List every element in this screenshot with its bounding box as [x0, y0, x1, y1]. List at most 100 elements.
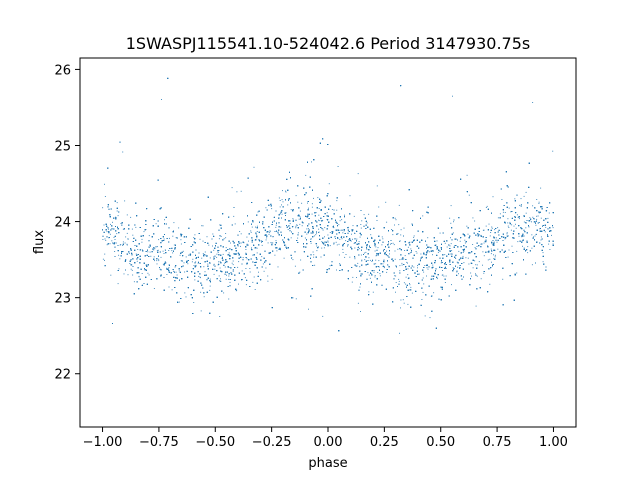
- data-point: [105, 239, 107, 241]
- data-point: [120, 244, 122, 245]
- data-point: [451, 284, 452, 286]
- data-point: [171, 289, 173, 291]
- data-point: [135, 226, 137, 228]
- data-point: [474, 260, 476, 262]
- data-point: [226, 274, 227, 276]
- data-point: [451, 250, 453, 252]
- data-point: [531, 221, 532, 223]
- data-point: [398, 278, 400, 280]
- data-point: [240, 245, 241, 247]
- data-point: [156, 263, 158, 265]
- data-point: [375, 246, 377, 248]
- data-point: [538, 203, 540, 204]
- data-point: [428, 251, 430, 253]
- data-point: [392, 258, 394, 260]
- data-point: [424, 265, 426, 266]
- data-point: [535, 224, 537, 226]
- data-point: [299, 216, 301, 218]
- data-point: [450, 243, 452, 245]
- data-point: [336, 244, 338, 246]
- data-point: [537, 215, 539, 217]
- data-point: [531, 264, 533, 266]
- data-point: [180, 260, 182, 262]
- data-point: [377, 247, 379, 249]
- data-point: [236, 289, 238, 291]
- data-point: [349, 256, 351, 258]
- data-point: [220, 280, 222, 282]
- data-point: [138, 272, 140, 274]
- data-point: [321, 247, 323, 249]
- data-point: [267, 280, 269, 282]
- data-point: [246, 258, 248, 260]
- data-point: [131, 269, 133, 271]
- data-point: [386, 250, 387, 252]
- data-point: [385, 201, 387, 203]
- data-point: [269, 230, 271, 232]
- data-point: [266, 237, 268, 239]
- data-point: [323, 241, 325, 243]
- data-point: [455, 258, 457, 259]
- data-point: [250, 230, 252, 232]
- data-point: [540, 236, 542, 238]
- data-point: [427, 237, 429, 239]
- data-point: [203, 296, 205, 298]
- data-point: [400, 234, 402, 236]
- data-point: [432, 254, 433, 256]
- data-point: [135, 253, 137, 255]
- data-point: [287, 229, 289, 230]
- data-point: [246, 243, 248, 245]
- data-point: [382, 263, 384, 265]
- data-point: [399, 240, 400, 242]
- data-point: [320, 256, 322, 258]
- data-point: [209, 278, 211, 280]
- data-point: [145, 229, 147, 230]
- data-point: [449, 245, 451, 247]
- data-point: [383, 267, 385, 269]
- data-point: [245, 249, 247, 250]
- data-point: [518, 235, 520, 237]
- data-point: [324, 236, 325, 238]
- data-point: [426, 267, 428, 269]
- data-point: [538, 201, 540, 203]
- data-point: [193, 237, 195, 239]
- data-point: [169, 237, 170, 239]
- data-point: [444, 242, 446, 244]
- data-point: [256, 231, 258, 232]
- data-point: [536, 215, 538, 217]
- data-point: [519, 204, 521, 206]
- data-point: [213, 264, 215, 266]
- data-point: [225, 237, 227, 239]
- data-point: [206, 255, 208, 257]
- data-point: [485, 207, 487, 208]
- data-point: [376, 254, 378, 256]
- data-point: [368, 274, 370, 276]
- data-point: [127, 238, 129, 240]
- data-point: [351, 281, 353, 283]
- data-point: [409, 284, 411, 286]
- data-point: [368, 213, 370, 215]
- data-point: [228, 298, 230, 300]
- data-point: [532, 102, 534, 103]
- data-point: [222, 256, 223, 258]
- data-point: [356, 277, 357, 278]
- data-point: [179, 254, 181, 256]
- data-point: [323, 247, 325, 249]
- data-point: [306, 228, 308, 230]
- data-point: [360, 254, 362, 256]
- data-point: [218, 275, 220, 277]
- data-point: [339, 220, 341, 222]
- data-point: [367, 272, 369, 274]
- data-point: [275, 226, 277, 228]
- data-point: [164, 219, 165, 221]
- data-point: [124, 242, 126, 244]
- data-point: [173, 222, 175, 224]
- data-point: [377, 272, 379, 273]
- data-point: [436, 249, 438, 250]
- data-point: [548, 243, 550, 245]
- data-point: [400, 307, 401, 309]
- data-point: [155, 246, 157, 248]
- data-point: [180, 243, 182, 245]
- data-point: [409, 283, 410, 284]
- data-point: [455, 238, 457, 240]
- data-point: [126, 232, 128, 234]
